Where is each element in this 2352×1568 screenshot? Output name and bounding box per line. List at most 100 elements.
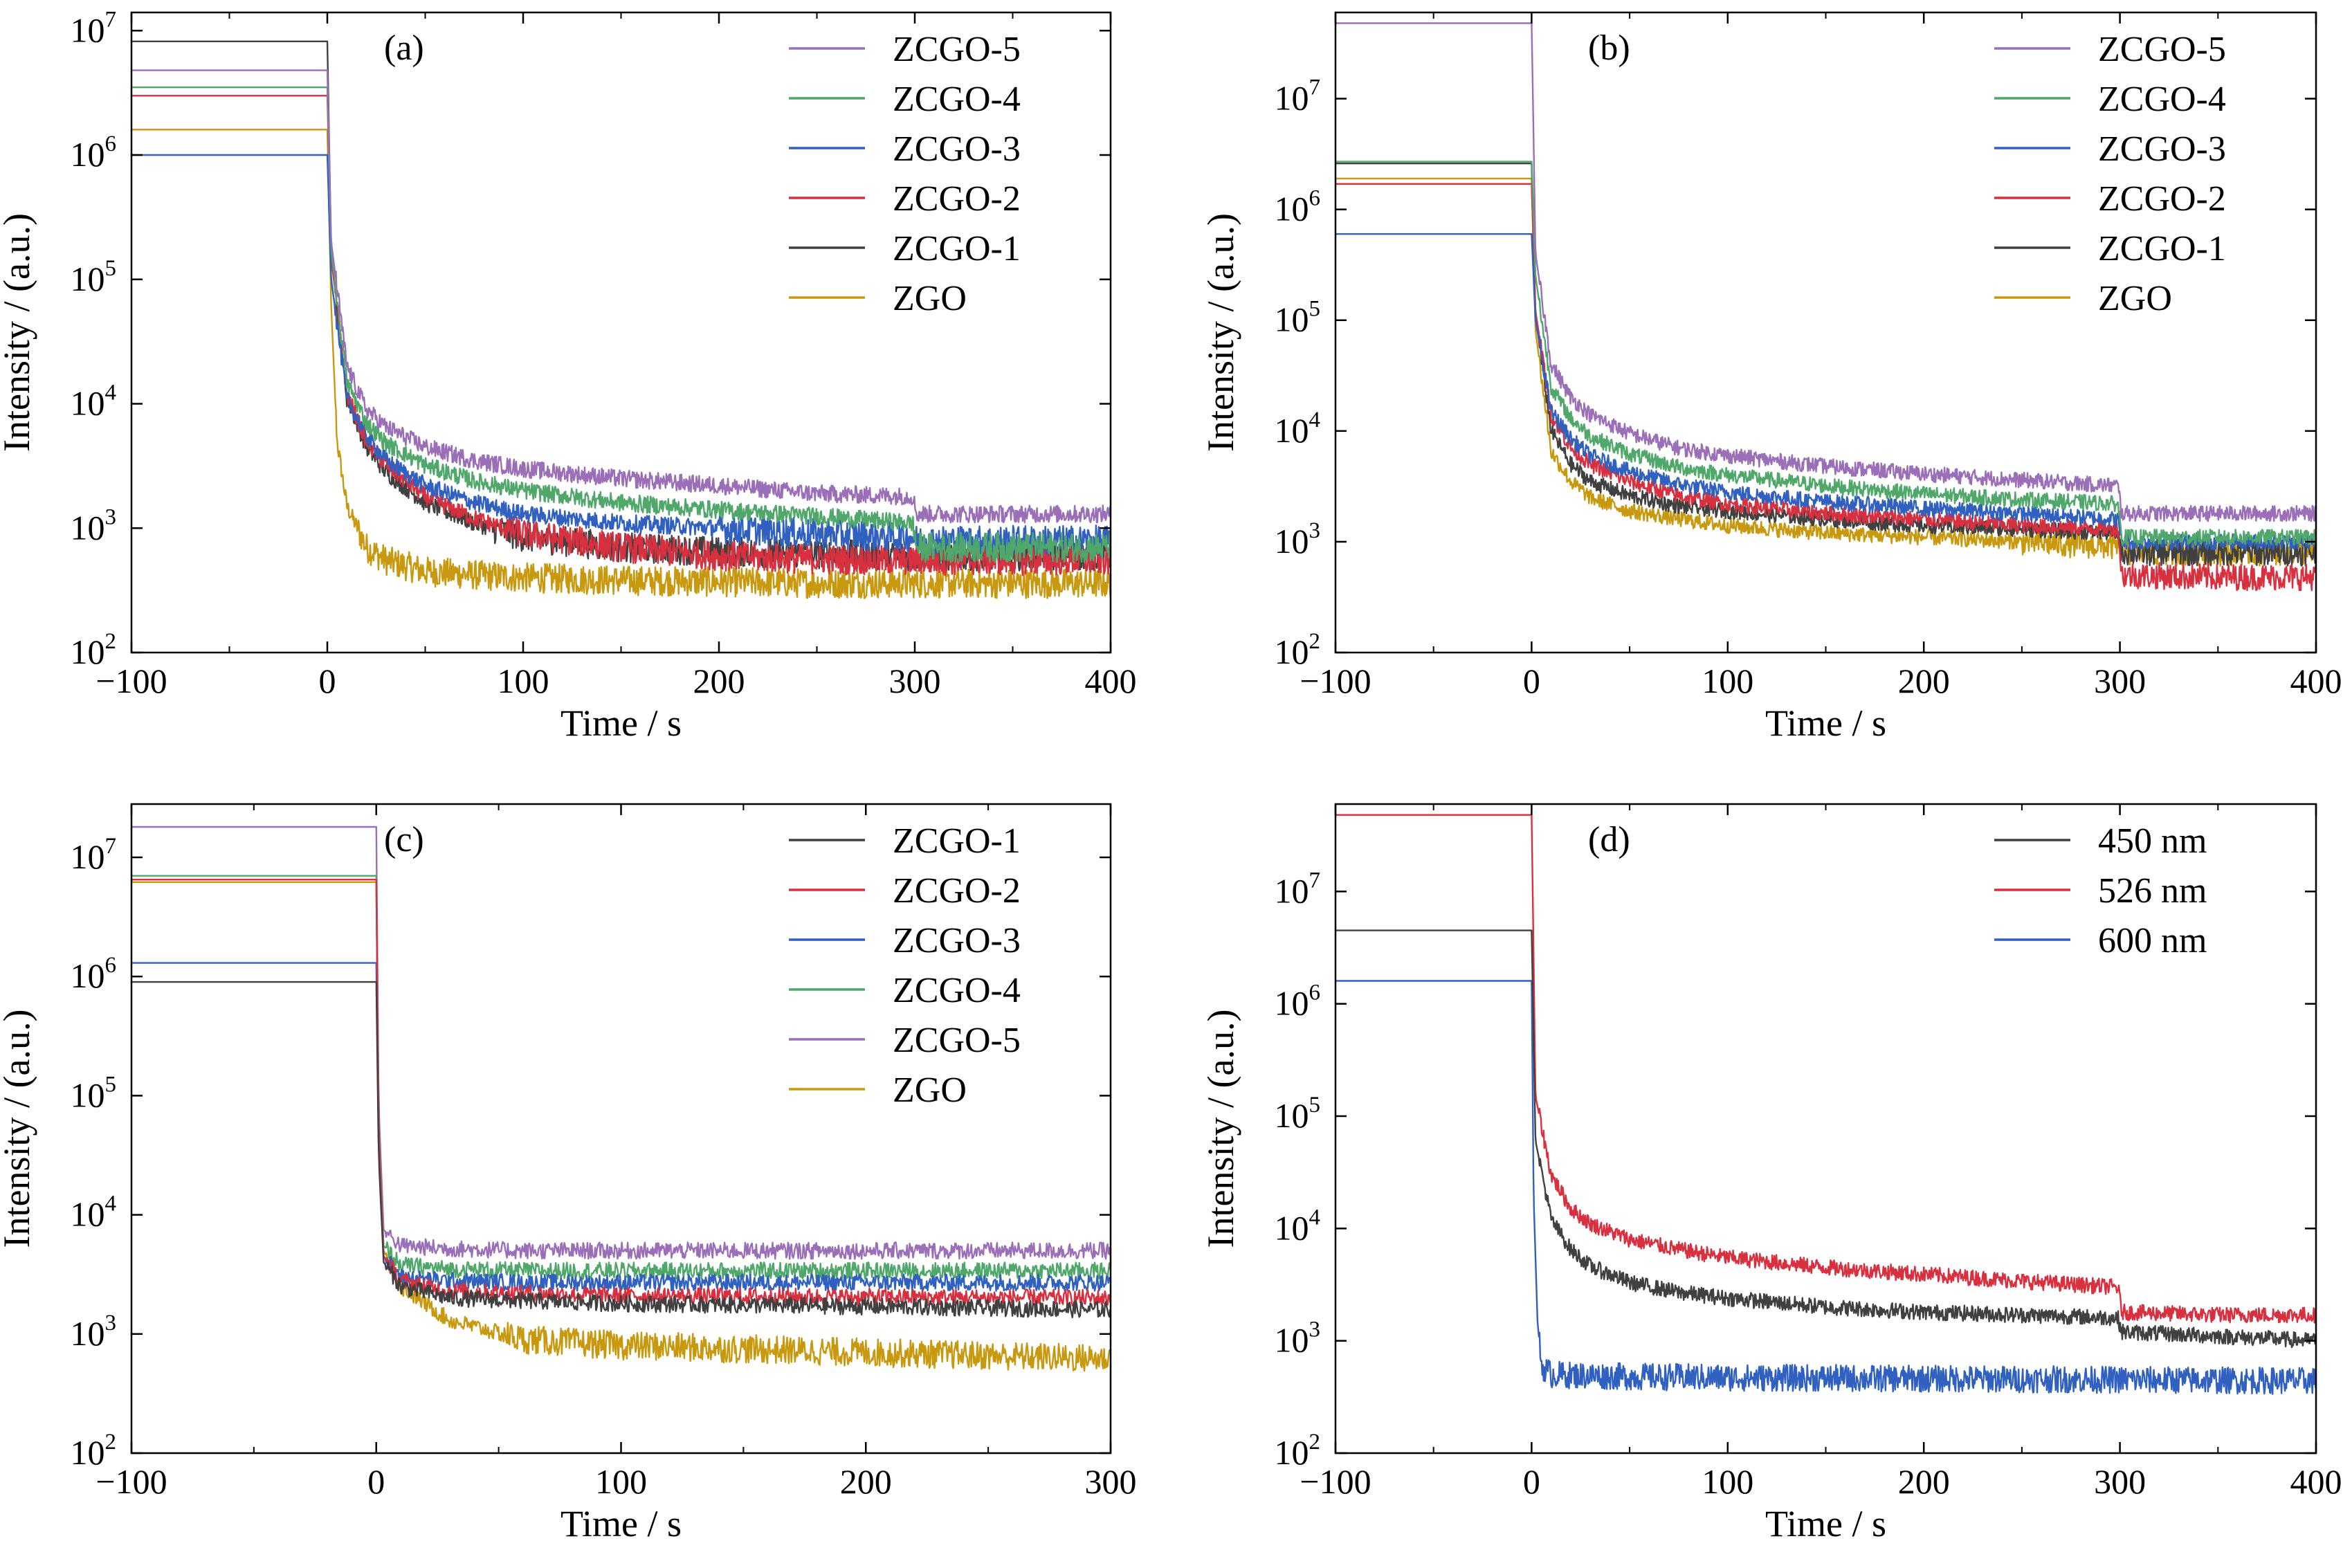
x-tick-label: 100 [1702, 1462, 1753, 1501]
y-tick-label: 106 [71, 953, 117, 995]
y-tick-label: 104 [71, 1192, 117, 1234]
legend-label: 526 nm [2098, 871, 2207, 911]
series-group [131, 40, 1111, 599]
legend: 450 nm 526 nm 600 nm [1994, 821, 2207, 960]
y-tick-label: 107 [1275, 868, 1321, 910]
series-group [1335, 22, 2316, 592]
legend-label: ZCGO-3 [893, 129, 1021, 169]
legend-label: ZCGO-2 [893, 871, 1021, 911]
x-axis-label: Time / s [1765, 702, 1886, 744]
y-tick-label: 107 [71, 7, 117, 49]
series-line-zcgo-1 [131, 981, 1111, 1319]
x-tick-label: 0 [319, 662, 336, 700]
y-tick-label: 102 [1275, 1430, 1321, 1472]
x-tick-label: 300 [2094, 662, 2146, 700]
legend-label: ZGO [2098, 279, 2172, 318]
series-line-450-nm [1335, 929, 2316, 1349]
series-line-zcgo-2 [1335, 183, 2316, 592]
y-tick-label: 105 [71, 256, 117, 298]
y-tick-label: 105 [1275, 297, 1321, 339]
series-line-zcgo-1 [1335, 163, 2316, 567]
legend-label: ZCGO-4 [893, 80, 1021, 119]
x-tick-label: 200 [693, 662, 745, 700]
x-tick-label: −100 [95, 1462, 167, 1501]
x-tick-label: 400 [2290, 1462, 2342, 1501]
x-axis-label: Time / s [1765, 1503, 1886, 1544]
x-tick-label: −100 [1300, 1462, 1371, 1501]
legend-label: 450 nm [2098, 821, 2207, 861]
x-tick-label: 100 [1702, 662, 1753, 700]
legend-label: ZCGO-1 [893, 229, 1021, 268]
series-line-zcgo-5 [1335, 22, 2316, 522]
x-tick-label: 200 [840, 1462, 892, 1501]
legend-label: ZCGO-5 [893, 30, 1021, 69]
y-tick-label: 106 [1275, 186, 1321, 228]
series-line-zcgo-3 [131, 154, 1111, 556]
legend: ZCGO-5 ZCGO-4 ZCGO-3 ZCGO-2 ZCGO-1 ZGO [1994, 30, 2226, 318]
x-tick-label: 0 [367, 1462, 385, 1501]
legend-label: ZCGO-5 [2098, 30, 2226, 69]
y-tick-label: 107 [1275, 75, 1321, 118]
y-tick-label: 106 [1275, 981, 1321, 1023]
y-tick-label: 104 [1275, 408, 1321, 450]
y-tick-label: 103 [1275, 1318, 1321, 1360]
legend-label: ZGO [893, 279, 967, 318]
y-axis-label: Intensity / (a.u.) [1200, 1010, 1241, 1248]
y-tick-label: 102 [1275, 629, 1321, 671]
x-tick-label: 0 [1523, 662, 1540, 700]
panel-label: (c) [384, 820, 424, 859]
series-line-zcgo-3 [131, 962, 1111, 1292]
y-axis-label: Intensity / (a.u.) [0, 1010, 37, 1248]
x-tick-label: 100 [595, 1462, 647, 1501]
x-tick-label: 300 [1085, 1462, 1137, 1501]
series-group [1335, 814, 2316, 1395]
x-tick-label: 0 [1523, 1462, 1540, 1501]
x-tick-label: 400 [1085, 662, 1137, 700]
series-line-526-nm [1335, 814, 2316, 1324]
x-tick-label: 400 [2290, 662, 2342, 700]
series-line-zcgo-5 [131, 69, 1111, 524]
panel-label: (a) [384, 28, 424, 68]
series-group [131, 826, 1111, 1372]
series-line-600-nm [1335, 980, 2316, 1395]
legend: ZCGO-5 ZCGO-4 ZCGO-3 ZCGO-2 ZCGO-1 ZGO [789, 30, 1021, 318]
y-tick-label: 102 [71, 1430, 117, 1472]
x-tick-label: 100 [498, 662, 549, 700]
x-tick-label: 200 [1898, 662, 1950, 700]
y-tick-label: 106 [71, 131, 117, 174]
x-axis-label: Time / s [560, 1503, 682, 1544]
x-axis-label: Time / s [560, 702, 682, 744]
y-tick-label: 102 [71, 629, 117, 671]
legend-label: ZCGO-3 [2098, 129, 2226, 169]
series-line-zcgo-2 [131, 95, 1111, 576]
legend-label: ZCGO-2 [2098, 179, 2226, 219]
series-line-zgo [131, 881, 1111, 1372]
y-tick-label: 105 [1275, 1093, 1321, 1135]
y-tick-label: 107 [71, 834, 117, 876]
series-line-zcgo-4 [1335, 161, 2316, 546]
y-tick-label: 103 [1275, 518, 1321, 560]
y-tick-label: 103 [71, 1311, 117, 1353]
y-tick-label: 103 [71, 504, 117, 547]
legend-label: ZCGO-4 [2098, 80, 2226, 119]
legend-label: ZCGO-4 [893, 971, 1021, 1010]
y-axis-label: Intensity / (a.u.) [0, 213, 37, 452]
x-tick-label: 300 [889, 662, 941, 700]
legend-label: ZCGO-1 [893, 821, 1021, 861]
chart-panel-2: −100 0 100 200 300 400 102 103 104 105 106 107 Time … [1200, 11, 2342, 744]
legend-label: ZGO [893, 1070, 967, 1110]
chart-panel-4: −100 0 100 200 300 400 102 103 104 105 106 107 Time … [1200, 803, 2342, 1544]
series-line-zcgo-4 [131, 86, 1111, 563]
legend: ZCGO-1 ZCGO-2 ZCGO-3 ZCGO-4 ZCGO-5 ZGO [789, 821, 1021, 1110]
legend-label: ZCGO-2 [893, 179, 1021, 219]
legend-label: ZCGO-3 [893, 921, 1021, 960]
x-tick-label: 300 [2094, 1462, 2146, 1501]
legend-label: ZCGO-1 [2098, 229, 2226, 268]
legend-label: ZCGO-5 [893, 1021, 1021, 1060]
panel-label: (d) [1588, 820, 1630, 859]
chart-panel-3: −100 0 100 200 300 102 103 104 105 106 107 Time / s… [0, 803, 1137, 1544]
x-tick-label: −100 [1300, 662, 1371, 700]
series-line-zgo [131, 129, 1111, 599]
y-tick-label: 105 [71, 1072, 117, 1114]
